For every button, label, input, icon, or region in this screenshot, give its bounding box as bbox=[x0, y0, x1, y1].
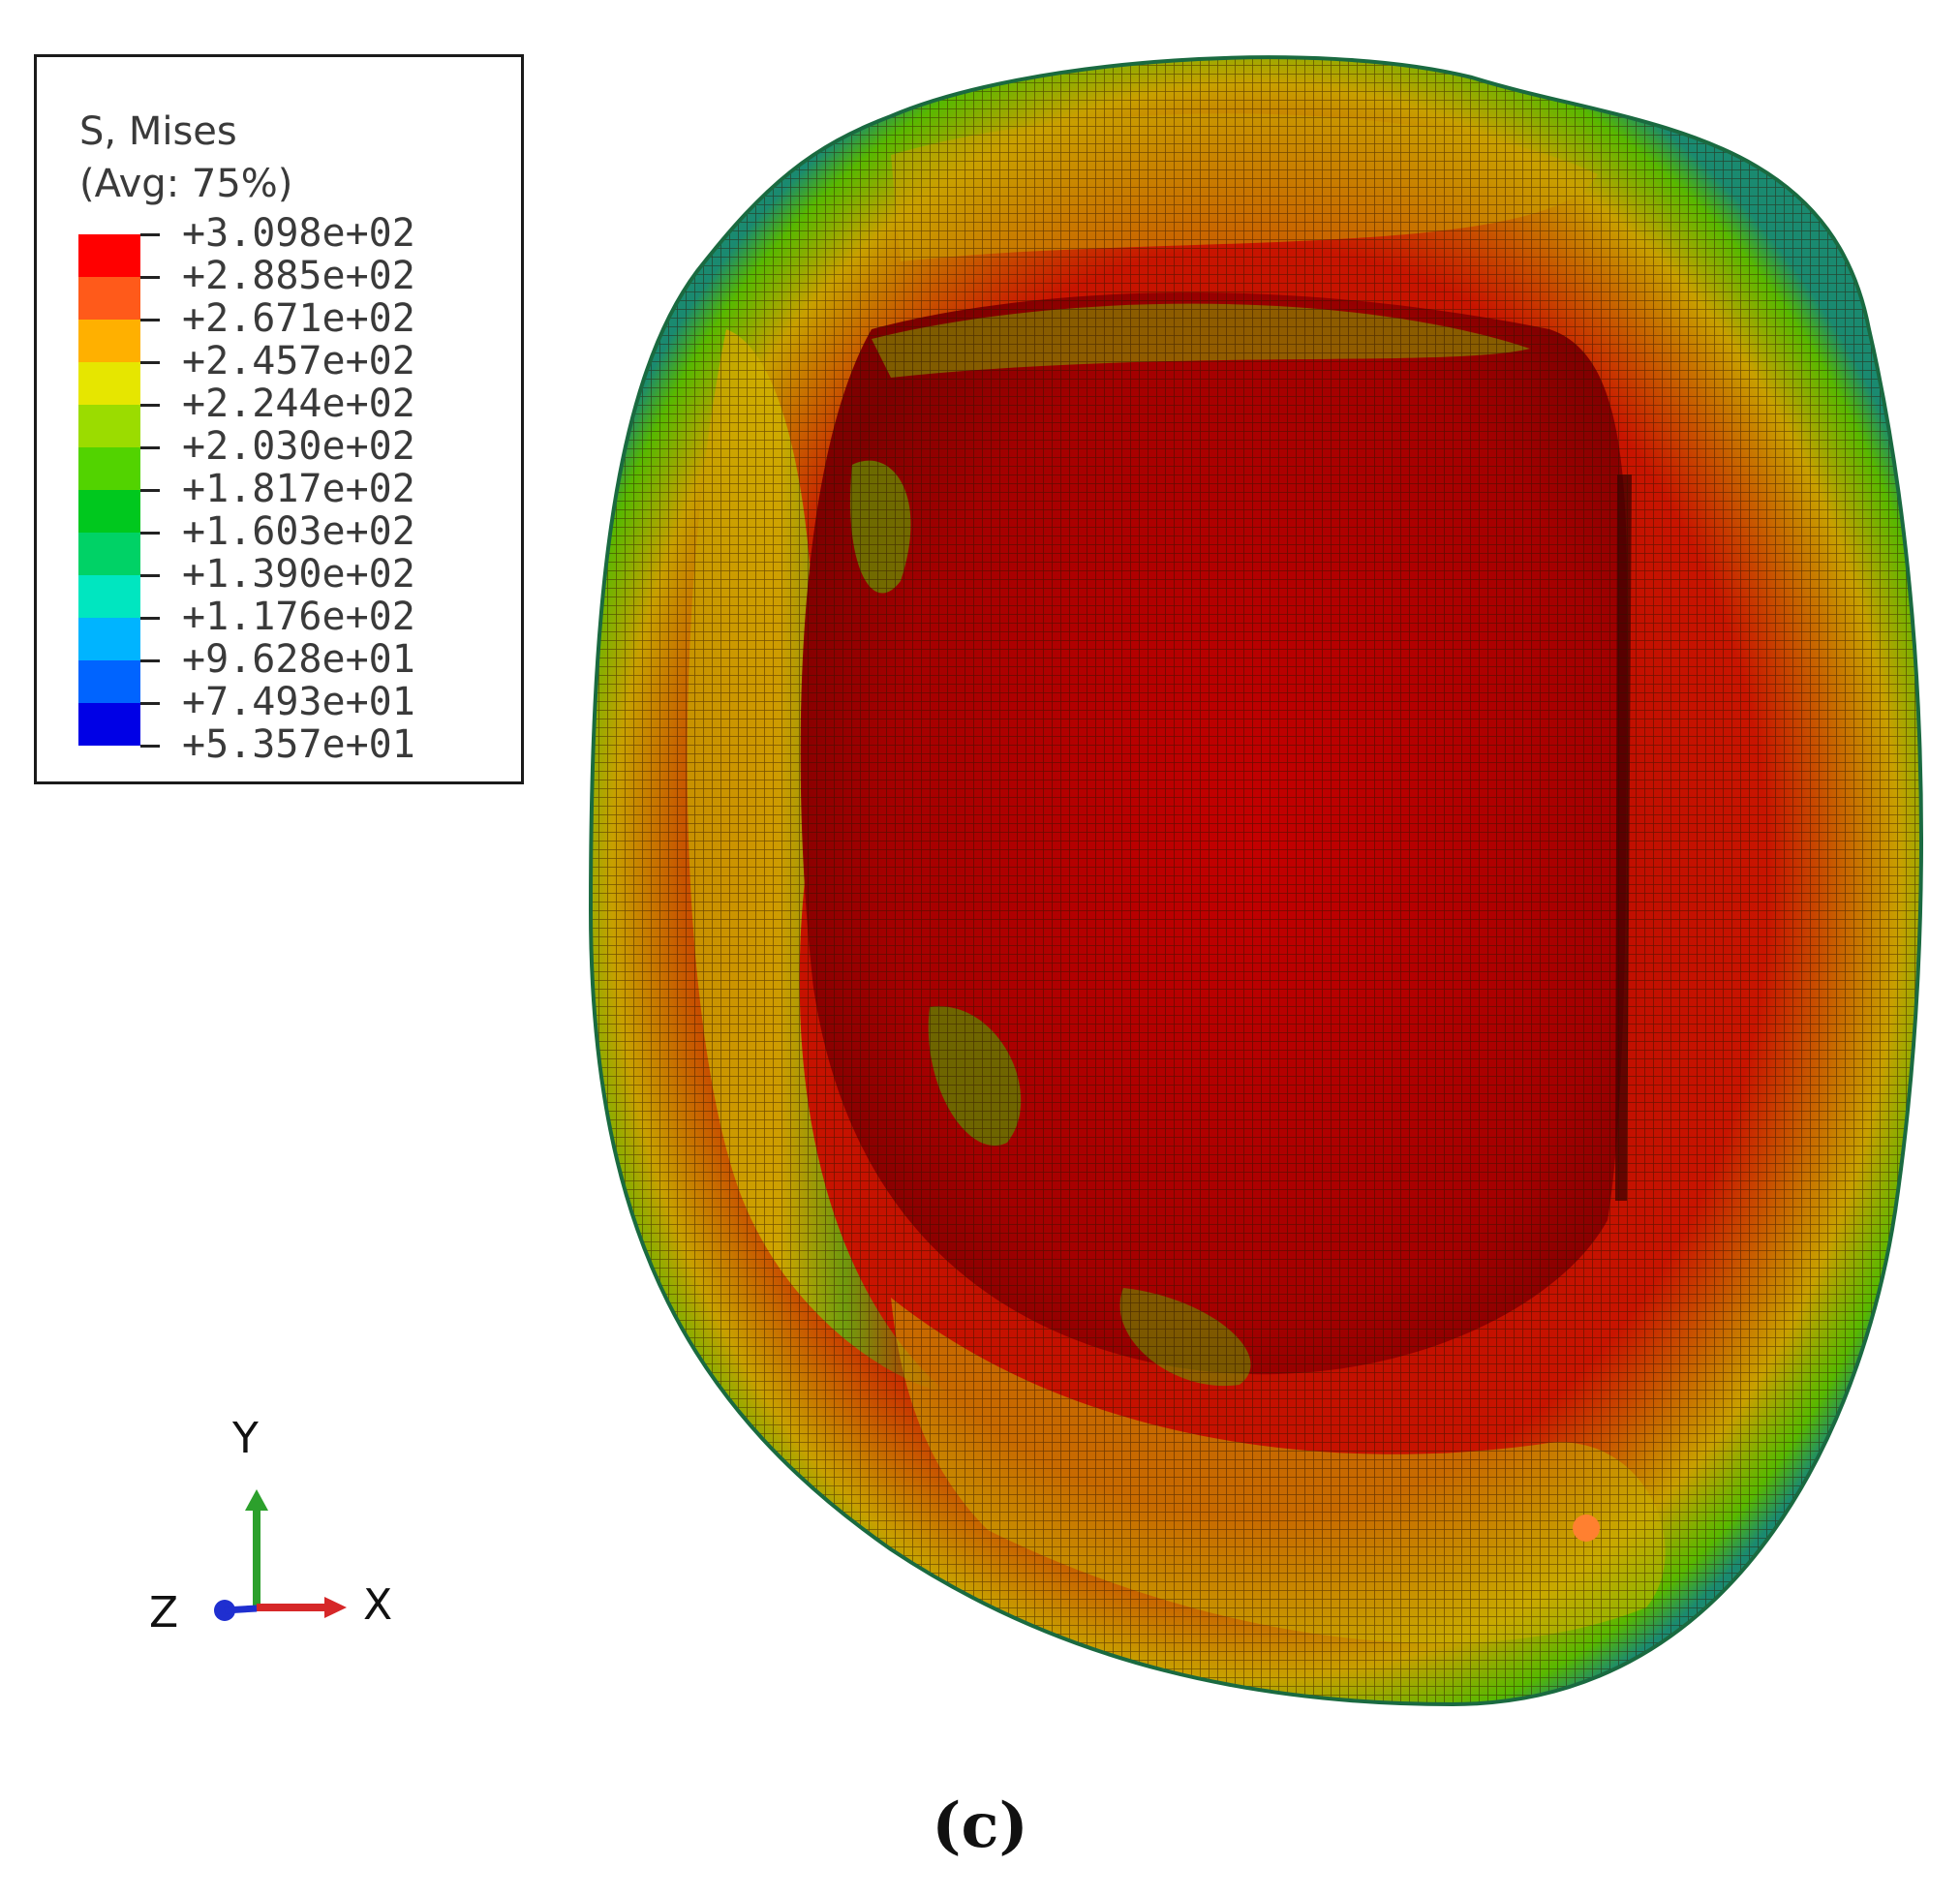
legend-value-2: +2.885e+02 bbox=[182, 254, 415, 298]
stress-contour-plot bbox=[581, 39, 1956, 1743]
legend-value-9: +1.390e+02 bbox=[182, 552, 415, 597]
axis-triad: Y X Z bbox=[136, 1414, 426, 1646]
x-arrowhead bbox=[324, 1597, 347, 1618]
legend-tick bbox=[140, 276, 160, 279]
legend-tick bbox=[140, 446, 160, 449]
legend-value-11: +9.628e+01 bbox=[182, 637, 415, 682]
triad-arrows bbox=[214, 1489, 347, 1621]
legend-value-12: +7.493e+01 bbox=[182, 680, 415, 724]
legend-title: S, Mises (Avg: 75%) bbox=[79, 106, 292, 210]
blank-edge bbox=[588, 55, 1923, 1707]
probe-point-marker bbox=[1573, 1515, 1600, 1542]
legend-swatch-6 bbox=[78, 447, 140, 490]
legend-value-8: +1.603e+02 bbox=[182, 509, 415, 554]
legend-swatch-12 bbox=[78, 703, 140, 746]
legend-tick bbox=[140, 532, 160, 535]
legend-swatch-4 bbox=[78, 362, 140, 405]
legend-tick bbox=[140, 574, 160, 577]
mesh-grid bbox=[591, 57, 1921, 1705]
legend-swatch-8 bbox=[78, 533, 140, 575]
y-arrowhead bbox=[245, 1489, 268, 1511]
legend-value-1: +3.098e+02 bbox=[182, 211, 415, 256]
legend-tick bbox=[140, 404, 160, 407]
legend-tick bbox=[140, 617, 160, 620]
legend-variable: S, Mises bbox=[79, 109, 237, 154]
legend-swatch-10 bbox=[78, 618, 140, 660]
legend-tick bbox=[140, 233, 160, 236]
figure-caption: (c) bbox=[932, 1790, 1028, 1862]
legend-tick bbox=[140, 702, 160, 705]
legend-swatch-7 bbox=[78, 490, 140, 533]
legend-value-3: +2.671e+02 bbox=[182, 296, 415, 341]
legend-swatch-11 bbox=[78, 660, 140, 703]
legend-value-10: +1.176e+02 bbox=[182, 595, 415, 639]
legend-tick bbox=[140, 745, 160, 748]
legend-swatch-1 bbox=[78, 234, 140, 277]
legend-tick bbox=[140, 659, 160, 662]
legend-swatch-3 bbox=[78, 320, 140, 362]
y-axis-label: Y bbox=[232, 1414, 259, 1463]
legend-value-5: +2.244e+02 bbox=[182, 382, 415, 426]
contour-legend: S, Mises (Avg: 75%) +3.098e+02 +2.885e+0… bbox=[34, 54, 524, 784]
legend-tick bbox=[140, 319, 160, 321]
z-axis-label: Z bbox=[149, 1588, 179, 1637]
legend-averaging: (Avg: 75%) bbox=[79, 162, 293, 206]
x-axis-label: X bbox=[363, 1580, 393, 1630]
deformed-mesh bbox=[588, 55, 1923, 1707]
legend-swatch-9 bbox=[78, 575, 140, 618]
legend-swatch-2 bbox=[78, 277, 140, 320]
legend-swatch-5 bbox=[78, 405, 140, 447]
legend-value-6: +2.030e+02 bbox=[182, 424, 415, 469]
legend-tick bbox=[140, 489, 160, 492]
legend-color-bar bbox=[78, 234, 140, 746]
legend-tick bbox=[140, 361, 160, 364]
legend-value-4: +2.457e+02 bbox=[182, 339, 415, 383]
z-axis-stub bbox=[224, 1605, 258, 1614]
legend-value-7: +1.817e+02 bbox=[182, 467, 415, 511]
legend-value-13: +5.357e+01 bbox=[182, 722, 415, 767]
